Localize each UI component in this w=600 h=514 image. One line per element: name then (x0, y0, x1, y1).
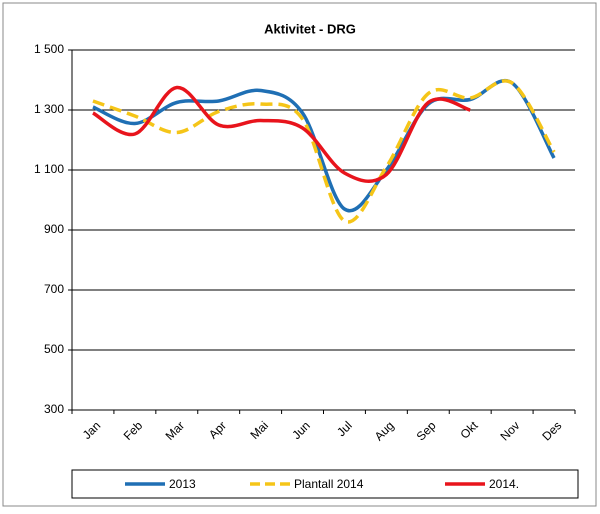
y-tick-label: 700 (44, 282, 64, 296)
y-tick-label: 500 (44, 342, 64, 356)
legend-label: 2013 (169, 477, 196, 491)
y-tick-label: 1 300 (34, 102, 64, 116)
y-tick-label: 300 (44, 402, 64, 416)
y-tick-label: 1 500 (34, 42, 64, 56)
legend-label: Plantall 2014 (294, 477, 364, 491)
y-tick-label: 1 100 (34, 162, 64, 176)
series-line (92, 79, 556, 224)
series-line (92, 85, 471, 183)
chart-title: Aktivitet - DRG (264, 21, 356, 36)
legend-label: 2014. (489, 477, 519, 491)
chart-border (2, 2, 597, 507)
y-tick-label: 900 (44, 222, 64, 236)
